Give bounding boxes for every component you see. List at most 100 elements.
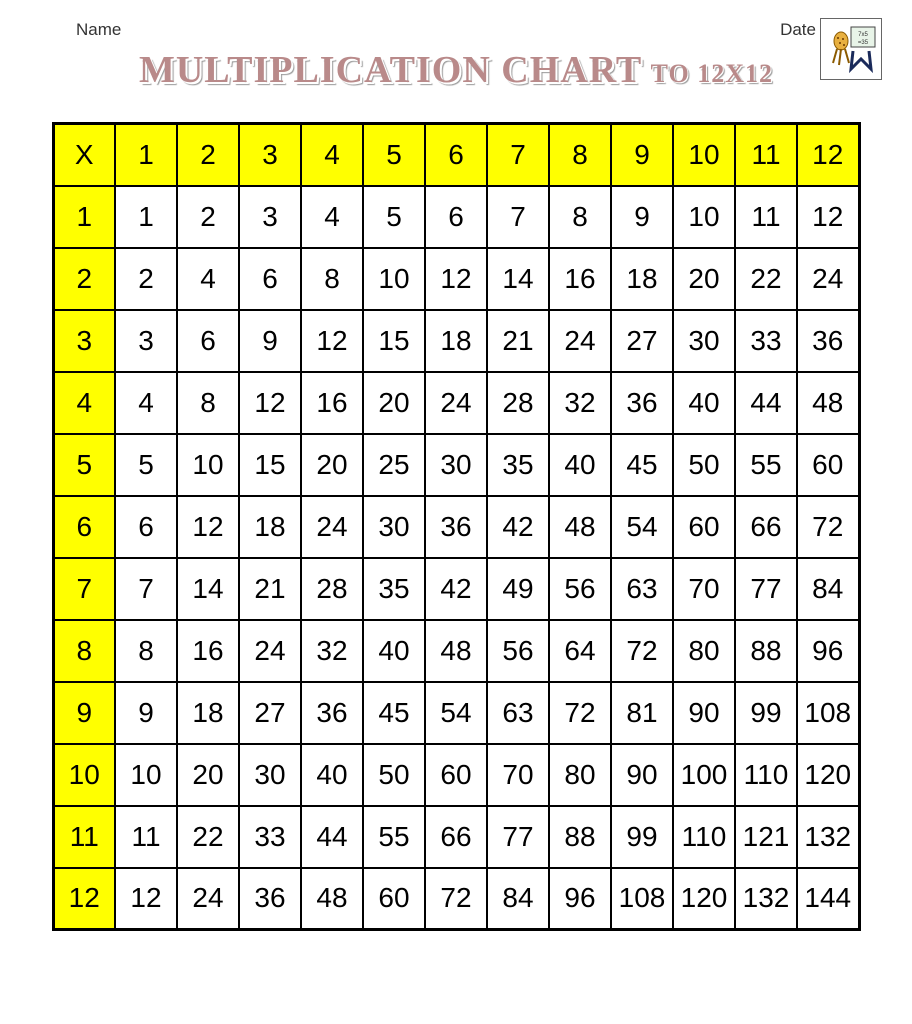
col-header: 6 (425, 124, 487, 186)
table-cell: 36 (797, 310, 859, 372)
col-header: 11 (735, 124, 797, 186)
table-cell: 24 (239, 620, 301, 682)
table-cell: 48 (425, 620, 487, 682)
table-cell: 22 (735, 248, 797, 310)
table-cell: 121 (735, 806, 797, 868)
row-header: 6 (53, 496, 115, 558)
col-header: 4 (301, 124, 363, 186)
table-cell: 12 (301, 310, 363, 372)
table-corner: X (53, 124, 115, 186)
col-header: 1 (115, 124, 177, 186)
table-cell: 20 (177, 744, 239, 806)
table-cell: 96 (797, 620, 859, 682)
table-cell: 9 (611, 186, 673, 248)
table-cell: 90 (611, 744, 673, 806)
table-cell: 3 (115, 310, 177, 372)
table-cell: 10 (363, 248, 425, 310)
row-header: 4 (53, 372, 115, 434)
row-header: 8 (53, 620, 115, 682)
col-header: 2 (177, 124, 239, 186)
table-cell: 40 (549, 434, 611, 496)
title-sub: TO 12X12 (651, 59, 773, 88)
table-cell: 2 (177, 186, 239, 248)
table-cell: 56 (549, 558, 611, 620)
table-cell: 11 (115, 806, 177, 868)
table-cell: 6 (115, 496, 177, 558)
table-cell: 12 (425, 248, 487, 310)
table-cell: 70 (673, 558, 735, 620)
table-cell: 72 (425, 868, 487, 930)
table-cell: 18 (611, 248, 673, 310)
table-cell: 32 (549, 372, 611, 434)
table-cell: 144 (797, 868, 859, 930)
table-cell: 99 (735, 682, 797, 744)
table-cell: 15 (363, 310, 425, 372)
table-cell: 10 (115, 744, 177, 806)
table-cell: 8 (301, 248, 363, 310)
col-header: 5 (363, 124, 425, 186)
table-cell: 44 (301, 806, 363, 868)
table-cell: 4 (177, 248, 239, 310)
table-cell: 9 (115, 682, 177, 744)
table-cell: 84 (797, 558, 859, 620)
table-cell: 60 (673, 496, 735, 558)
col-header: 12 (797, 124, 859, 186)
table-cell: 27 (239, 682, 301, 744)
table-cell: 8 (115, 620, 177, 682)
worksheet-header: Name Date (76, 20, 836, 40)
table-cell: 36 (611, 372, 673, 434)
table-cell: 64 (549, 620, 611, 682)
table-cell: 60 (363, 868, 425, 930)
table-cell: 72 (549, 682, 611, 744)
table-cell: 7 (115, 558, 177, 620)
table-cell: 80 (673, 620, 735, 682)
table-cell: 81 (611, 682, 673, 744)
table-cell: 88 (735, 620, 797, 682)
table-cell: 40 (363, 620, 425, 682)
table-cell: 42 (487, 496, 549, 558)
row-header: 5 (53, 434, 115, 496)
table-cell: 120 (797, 744, 859, 806)
page-title: MULTIPLICATION CHART TO 12X12 (30, 48, 882, 92)
table-cell: 108 (611, 868, 673, 930)
table-cell: 18 (177, 682, 239, 744)
table-cell: 48 (301, 868, 363, 930)
table-cell: 30 (673, 310, 735, 372)
table-cell: 120 (673, 868, 735, 930)
table-cell: 6 (425, 186, 487, 248)
table-cell: 25 (363, 434, 425, 496)
table-cell: 99 (611, 806, 673, 868)
table-cell: 8 (549, 186, 611, 248)
table-cell: 108 (797, 682, 859, 744)
row-header: 1 (53, 186, 115, 248)
table-cell: 100 (673, 744, 735, 806)
table-cell: 54 (611, 496, 673, 558)
table-cell: 16 (177, 620, 239, 682)
col-header: 7 (487, 124, 549, 186)
row-header: 10 (53, 744, 115, 806)
table-cell: 30 (363, 496, 425, 558)
table-cell: 24 (797, 248, 859, 310)
table-cell: 35 (487, 434, 549, 496)
table-cell: 35 (363, 558, 425, 620)
table-cell: 70 (487, 744, 549, 806)
table-cell: 12 (239, 372, 301, 434)
table-cell: 110 (735, 744, 797, 806)
table-cell: 18 (425, 310, 487, 372)
table-cell: 12 (177, 496, 239, 558)
table-cell: 5 (363, 186, 425, 248)
table-cell: 72 (797, 496, 859, 558)
table-cell: 132 (735, 868, 797, 930)
table-cell: 40 (301, 744, 363, 806)
table-cell: 1 (115, 186, 177, 248)
table-cell: 88 (549, 806, 611, 868)
table-cell: 77 (487, 806, 549, 868)
row-header: 12 (53, 868, 115, 930)
table-cell: 63 (487, 682, 549, 744)
table-cell: 50 (673, 434, 735, 496)
table-cell: 55 (363, 806, 425, 868)
table-cell: 9 (239, 310, 301, 372)
table-cell: 8 (177, 372, 239, 434)
table-cell: 24 (177, 868, 239, 930)
col-header: 9 (611, 124, 673, 186)
